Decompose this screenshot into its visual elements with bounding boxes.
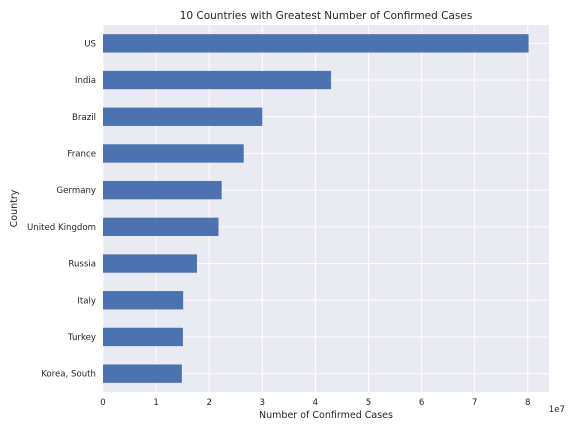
y-tick-label: Korea, South xyxy=(41,370,96,380)
x-tick-labels: 0 1 2 3 4 5 6 7 8 xyxy=(100,398,530,408)
y-tick-label: US xyxy=(84,39,96,49)
y-tick-label: United Kingdom xyxy=(27,223,96,233)
x-tick-label: 7 xyxy=(472,398,477,408)
x-tick-label: 5 xyxy=(366,398,371,408)
x-tick-label: 3 xyxy=(260,398,265,408)
y-tick-label: Brazil xyxy=(72,113,96,123)
bar-brazil xyxy=(103,107,263,126)
x-axis-label: Number of Confirmed Cases xyxy=(259,410,393,421)
bar-france xyxy=(103,144,244,163)
y-tick-label: Italy xyxy=(77,296,96,306)
bar-russia xyxy=(103,254,197,273)
bar-germany xyxy=(103,180,222,200)
x-tick-label: 2 xyxy=(206,398,211,408)
y-tick-label: Turkey xyxy=(67,333,96,343)
bar-us xyxy=(103,34,529,53)
bar-india xyxy=(103,70,332,90)
y-tick-label: India xyxy=(75,76,96,86)
bar-turkey xyxy=(103,327,183,347)
x-axis-offset-text: 1e7 xyxy=(549,405,565,415)
bar-korea-south xyxy=(103,364,182,383)
y-tick-label: Germany xyxy=(57,186,97,196)
y-axis-label: Country xyxy=(9,189,20,227)
bars xyxy=(103,34,529,383)
y-tick-labels: US India Brazil France Germany United Kingdom… xyxy=(27,39,96,379)
y-tick-label: France xyxy=(67,149,96,159)
x-tick-label: 1 xyxy=(153,398,158,408)
chart-title: 10 Countries with Greatest Number of Con… xyxy=(180,10,473,22)
x-tick-label: 0 xyxy=(100,398,105,408)
bar-united-kingdom xyxy=(103,217,219,237)
x-tick-label: 4 xyxy=(313,398,318,408)
x-tick-label: 6 xyxy=(419,398,424,408)
x-tick-label: 8 xyxy=(525,398,530,408)
bar-italy xyxy=(103,291,184,310)
y-tick-label: Russia xyxy=(68,260,96,270)
